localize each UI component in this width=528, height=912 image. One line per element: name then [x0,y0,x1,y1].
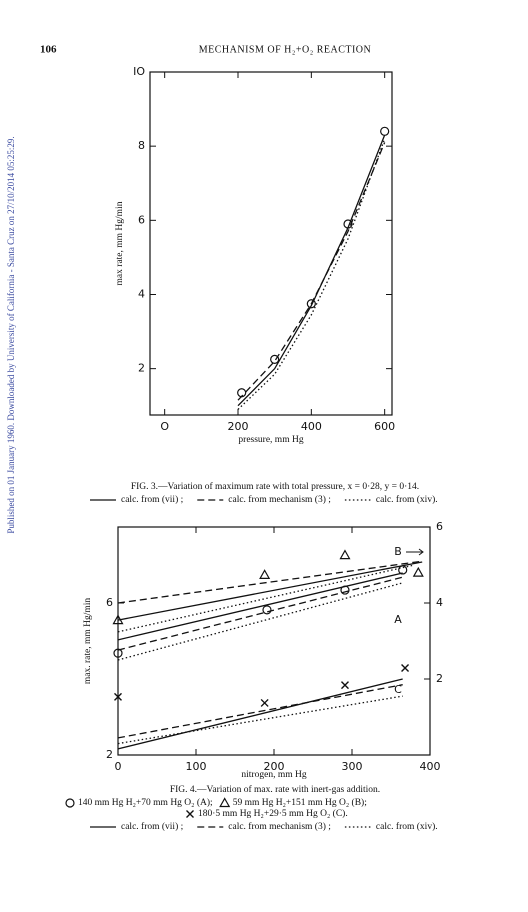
legend-entry: calc. from mechanism (3) ; [228,821,331,832]
data-point [401,663,410,672]
data-point [259,569,271,579]
y2-tick-label: 2 [436,672,443,685]
calc-line [117,564,415,633]
calc-line [117,695,403,745]
legend-entry: 180·5 mm Hg H₂+29·5 mm Hg O₂ (C). [198,808,348,819]
data-point [114,692,122,701]
curve-label: B [394,545,402,558]
legend-entry: 140 mm Hg H₂+70 mm Hg O₂ (A); [78,797,213,808]
y2-tick-label: 6 [436,520,443,533]
y-tick-label: 6 [106,596,113,609]
calc-line [117,561,423,621]
legend-marker [219,797,231,808]
x-tick-label: 300 [342,760,363,773]
data-point [112,614,124,625]
legend-entry: calc. from (xiv). [376,821,438,832]
data-point [113,648,123,658]
x-tick-label: 400 [301,420,322,433]
figure-caption: FIG. 3.—Variation of maximum rate with t… [131,481,419,492]
x-tick-label: 200 [264,760,285,773]
x-tick-label: 400 [420,760,441,773]
data-point [340,585,350,595]
calc-line [117,678,403,750]
data-point [237,388,247,398]
calc-line [117,560,423,604]
x-tick-label: 200 [228,420,249,433]
legend-marker [186,810,194,818]
figure-caption: FIG. 4.—Variation of max. rate with iner… [170,784,380,795]
calc-line [117,582,403,661]
y-axis-label: max. rate, mm Hg/min [83,598,93,685]
data-point [398,565,408,575]
y-tick-label: 2 [106,748,113,761]
calc-line [117,576,403,651]
y-tick-label: 8 [138,139,145,152]
side-note: Published on 01 January 1960. Downloaded… [6,136,16,533]
data-point [340,681,349,690]
y-tick-label: 4 [138,287,145,300]
calc-line [237,138,386,410]
data-point [412,566,424,577]
data-point [262,605,272,615]
calc-line [117,684,403,739]
data-point [260,698,269,707]
y-tick-label: IO [133,65,145,78]
legend-entry: calc. from mechanism (3) ; [228,494,331,505]
legend-entry: 59 mm Hg H₂+151 mm Hg O₂ (B); [233,797,367,808]
y-tick-label: 6 [138,213,145,226]
calc-line [237,134,386,407]
x-tick-label: 0 [115,760,122,773]
running-title: MECHANISM OF H₂+O₂ REACTION [199,44,372,55]
data-point [270,354,280,364]
data-point [380,126,390,136]
curve-label: A [394,613,402,626]
calc-line [237,142,386,401]
y2-tick-label: 4 [436,596,443,609]
x-tick-label: 100 [186,760,207,773]
curve-label: C [394,683,402,696]
legend-entry: calc. from (vii) ; [121,821,183,832]
y-axis-label: max rate, mm Hg/min [115,201,125,285]
data-point [343,219,353,229]
legend-entry: calc. from (xiv). [376,494,438,505]
x-tick-label: O [160,420,169,433]
plot-frame [117,526,431,756]
x-axis-label: nitrogen, mm Hg [241,770,306,780]
arrow [406,548,424,556]
y-tick-label: 2 [138,362,145,375]
data-point [339,549,351,560]
legend-marker [65,798,75,808]
page-number: 106 [40,44,57,56]
data-point [306,299,316,309]
x-tick-label: 600 [374,420,395,433]
legend-entry: calc. from (vii) ; [121,494,183,505]
x-axis-label: pressure, mm Hg [238,435,303,445]
calc-line [117,572,403,641]
plot-frame [149,71,393,416]
